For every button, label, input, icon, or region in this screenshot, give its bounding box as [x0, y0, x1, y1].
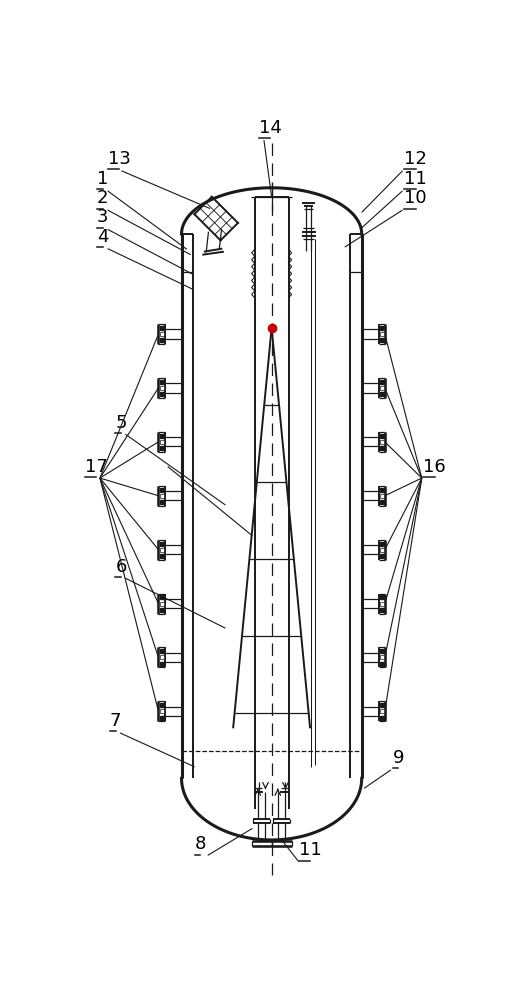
- Text: 8: 8: [195, 835, 206, 853]
- Text: 5: 5: [116, 414, 127, 432]
- Text: 3: 3: [97, 208, 108, 226]
- Text: 11: 11: [404, 170, 427, 188]
- Text: 16: 16: [423, 458, 446, 476]
- Text: 6: 6: [116, 558, 127, 576]
- Text: 1: 1: [97, 170, 108, 188]
- Text: 4: 4: [97, 228, 108, 246]
- Text: 7: 7: [110, 712, 121, 730]
- Text: 9: 9: [393, 749, 404, 767]
- Text: 12: 12: [404, 150, 427, 168]
- Text: 10: 10: [404, 189, 427, 207]
- Text: 17: 17: [84, 458, 108, 476]
- Text: 2: 2: [97, 189, 108, 207]
- Text: 14: 14: [259, 119, 281, 137]
- Text: 11: 11: [298, 841, 321, 859]
- Text: 13: 13: [108, 150, 130, 168]
